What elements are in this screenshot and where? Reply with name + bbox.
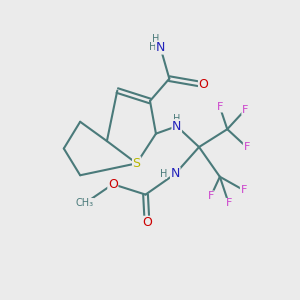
Text: O: O	[142, 216, 152, 229]
Text: F: F	[226, 199, 232, 208]
Text: CH₃: CH₃	[76, 199, 94, 208]
Text: H: H	[160, 169, 167, 179]
Text: O: O	[108, 178, 118, 191]
Text: F: F	[240, 185, 247, 195]
Text: O: O	[199, 78, 208, 91]
Text: F: F	[242, 105, 248, 115]
Text: H: H	[148, 43, 156, 52]
Text: N: N	[156, 41, 165, 54]
Text: N: N	[172, 120, 182, 133]
Text: H: H	[173, 114, 180, 124]
Text: H: H	[152, 34, 160, 44]
Text: N: N	[171, 167, 180, 180]
Text: F: F	[208, 191, 214, 201]
Text: F: F	[243, 142, 250, 152]
Text: S: S	[133, 157, 141, 170]
Text: F: F	[217, 102, 223, 112]
